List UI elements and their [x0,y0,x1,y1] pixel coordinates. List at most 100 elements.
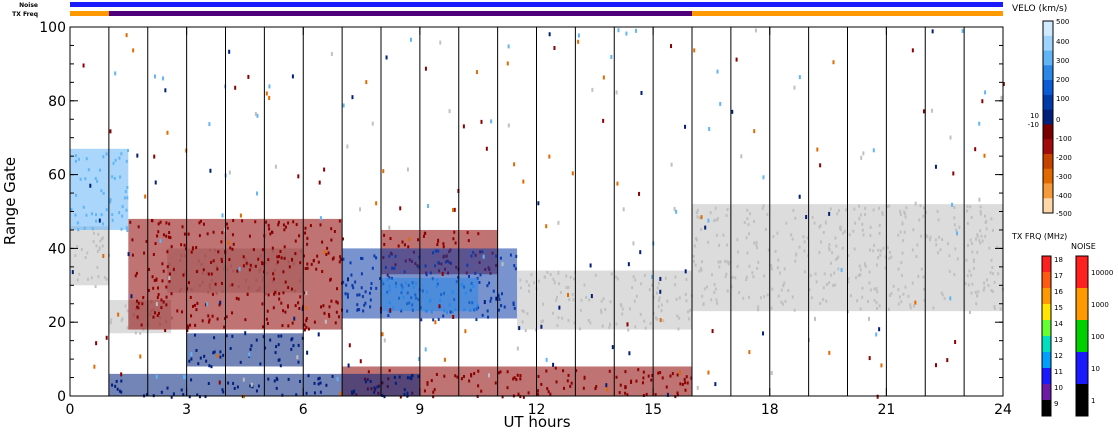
x-tick-label: 12 [528,402,546,418]
scatter-cell [473,372,476,376]
scatter-cell [304,226,307,230]
scatter-cell [766,213,769,217]
scatter-cell [972,258,975,262]
scatter-cell [976,234,979,238]
scatter-point [162,76,165,81]
txfreq-color-cell [1042,368,1051,385]
scatter-cell [542,319,545,323]
scatter-cell [110,318,113,322]
scatter-cell [915,255,918,259]
data-region [381,277,479,315]
scatter-cell [74,213,77,217]
scatter-point [626,322,629,327]
scatter-cell [254,220,257,224]
scatter-cell [709,211,712,215]
scatter-cell [751,271,754,275]
scatter-cell [432,318,435,322]
scatter-cell [916,243,919,247]
scatter-cell [232,242,235,246]
scatter-cell [661,376,664,380]
scatter-cell [266,321,269,325]
scatter-cell [375,286,378,290]
scatter-cell [214,282,217,286]
scatter-cell [958,225,961,229]
scatter-cell [280,256,283,260]
scatter-cell [181,225,184,229]
scatter-cell [776,266,779,270]
scatter-point [518,326,521,331]
txfreq-tick-label: 14 [1054,320,1063,328]
scatter-cell [299,379,302,383]
scatter-cell [284,310,287,314]
scatter-cell [734,276,737,280]
scatter-cell [745,275,748,279]
scatter-point [330,52,333,57]
scatter-point [545,357,548,362]
noise-tick-label: 1000 [1091,301,1109,309]
scatter-cell [651,373,654,377]
scatter-cell [317,377,320,381]
scatter-cell [519,377,522,381]
scatter-cell [218,303,221,307]
scatter-cell [161,262,164,266]
scatter-cell [761,206,764,210]
scatter-cell [220,259,223,263]
scatter-cell [777,294,780,298]
scatter-point [558,305,561,310]
scatter-cell [412,285,415,289]
txfreq-bar-segment [692,11,1003,16]
scatter-cell [966,209,969,213]
noise-color-cell [1076,320,1088,353]
scatter-cell [429,298,432,302]
scatter-cell [360,272,363,276]
scatter-cell [551,311,554,315]
velocity-tick-label: -500 [1056,210,1072,218]
scatter-point [305,306,308,311]
scatter-cell [996,246,999,250]
scatter-cell [336,287,339,291]
scatter-cell [168,279,171,283]
scatter-cell [657,305,660,309]
data-region [70,148,130,233]
scatter-cell [326,246,329,250]
scatter-point [805,215,808,220]
scatter-cell [693,244,696,248]
scatter-cell [451,290,454,294]
scatter-cell [129,220,132,224]
scatter-cell [569,275,572,279]
scatter-cell [462,374,465,378]
scatter-cell [323,311,326,315]
scatter-cell [983,281,986,285]
scatter-cell [121,214,124,218]
scatter-point [268,95,271,100]
scatter-cell [388,301,391,305]
scatter-cell [582,386,585,390]
scatter-cell [716,217,719,221]
scatter-cell [858,217,861,221]
scatter-cell [671,372,674,376]
scatter-point [591,87,594,92]
scatter-cell [429,271,432,275]
scatter-cell [524,329,527,333]
scatter-cell [903,230,906,234]
scatter-cell [257,257,260,261]
scatter-cell [736,238,739,242]
scatter-cell [393,266,396,270]
noise-bar [70,2,1003,7]
scatter-cell [881,211,884,215]
scatter-cell [147,288,150,292]
scatter-cell [231,283,234,287]
scatter-cell [555,295,558,299]
scatter-cell [748,232,751,236]
scatter-cell [701,260,704,264]
scatter-cell [571,293,574,297]
scatter-cell [307,327,310,331]
scatter-cell [245,261,248,265]
scatter-point [406,167,409,172]
scatter-cell [650,283,653,287]
scatter-cell [101,244,104,248]
scatter-point [605,383,608,388]
scatter-cell [928,238,931,242]
scatter-cell [383,233,386,237]
scatter-cell [98,168,101,172]
